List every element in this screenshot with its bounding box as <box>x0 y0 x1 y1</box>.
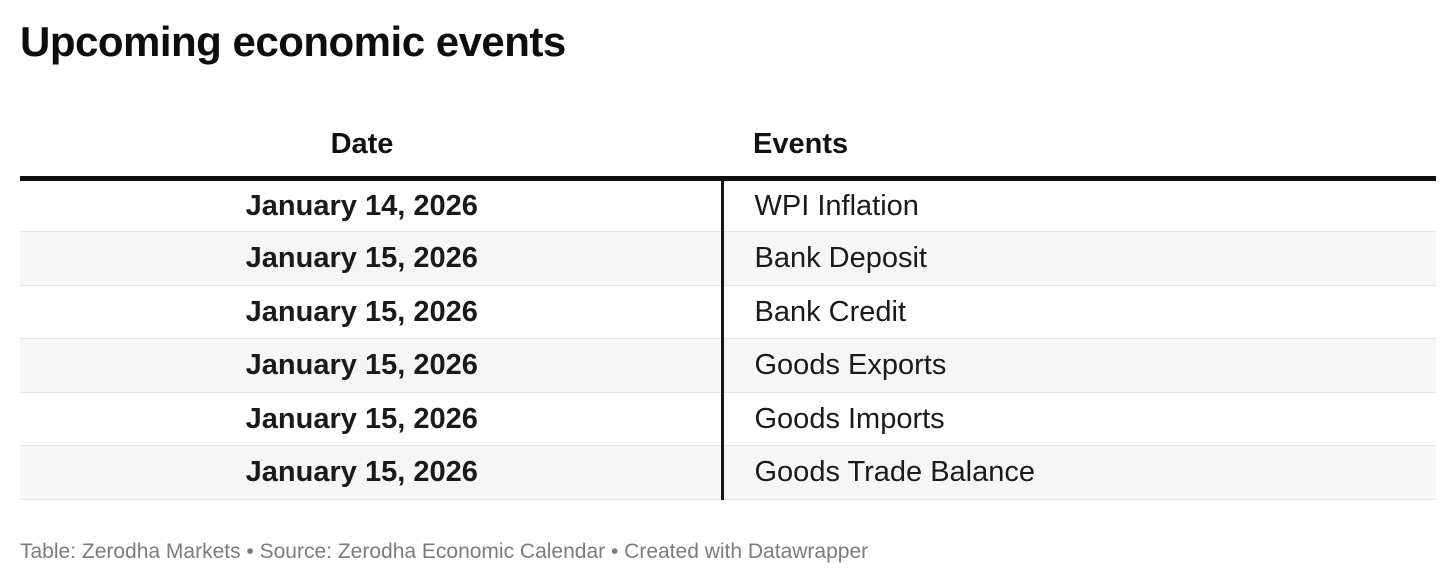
date-cell: January 15, 2026 <box>20 392 722 447</box>
table-row: January 15, 2026 Goods Trade Balance <box>20 445 1436 500</box>
date-cell: January 14, 2026 <box>20 178 722 233</box>
date-cell: January 15, 2026 <box>20 445 722 500</box>
event-cell: Goods Trade Balance <box>720 445 1436 500</box>
table-row: January 15, 2026 Goods Exports <box>20 338 1436 393</box>
column-header-events: Events <box>722 66 1436 181</box>
header-row: Date Events <box>20 66 1436 181</box>
table-row: January 15, 2026 Bank Credit <box>20 285 1436 340</box>
date-cell: January 15, 2026 <box>20 285 722 340</box>
table-header: Date Events <box>20 66 1436 181</box>
table-body: January 14, 2026 WPI Inflation January 1… <box>20 178 1436 500</box>
date-cell: January 15, 2026 <box>20 231 722 286</box>
event-cell: Goods Imports <box>720 392 1436 447</box>
event-cell: Goods Exports <box>720 338 1436 393</box>
page: Upcoming economic events Date Events Jan… <box>0 18 1456 585</box>
events-table: Date Events January 14, 2026 WPI Inflati… <box>20 66 1436 500</box>
table-row: January 15, 2026 Bank Deposit <box>20 231 1436 286</box>
table-row: January 15, 2026 Goods Imports <box>20 392 1436 447</box>
column-header-date: Date <box>20 66 722 181</box>
event-cell: Bank Credit <box>720 285 1436 340</box>
event-cell: Bank Deposit <box>720 231 1436 286</box>
date-cell: January 15, 2026 <box>20 338 722 393</box>
page-title: Upcoming economic events <box>20 18 566 65</box>
attribution-footer: Table: Zerodha Markets • Source: Zerodha… <box>20 539 869 563</box>
table-row: January 14, 2026 WPI Inflation <box>20 178 1436 233</box>
event-cell: WPI Inflation <box>720 178 1436 233</box>
